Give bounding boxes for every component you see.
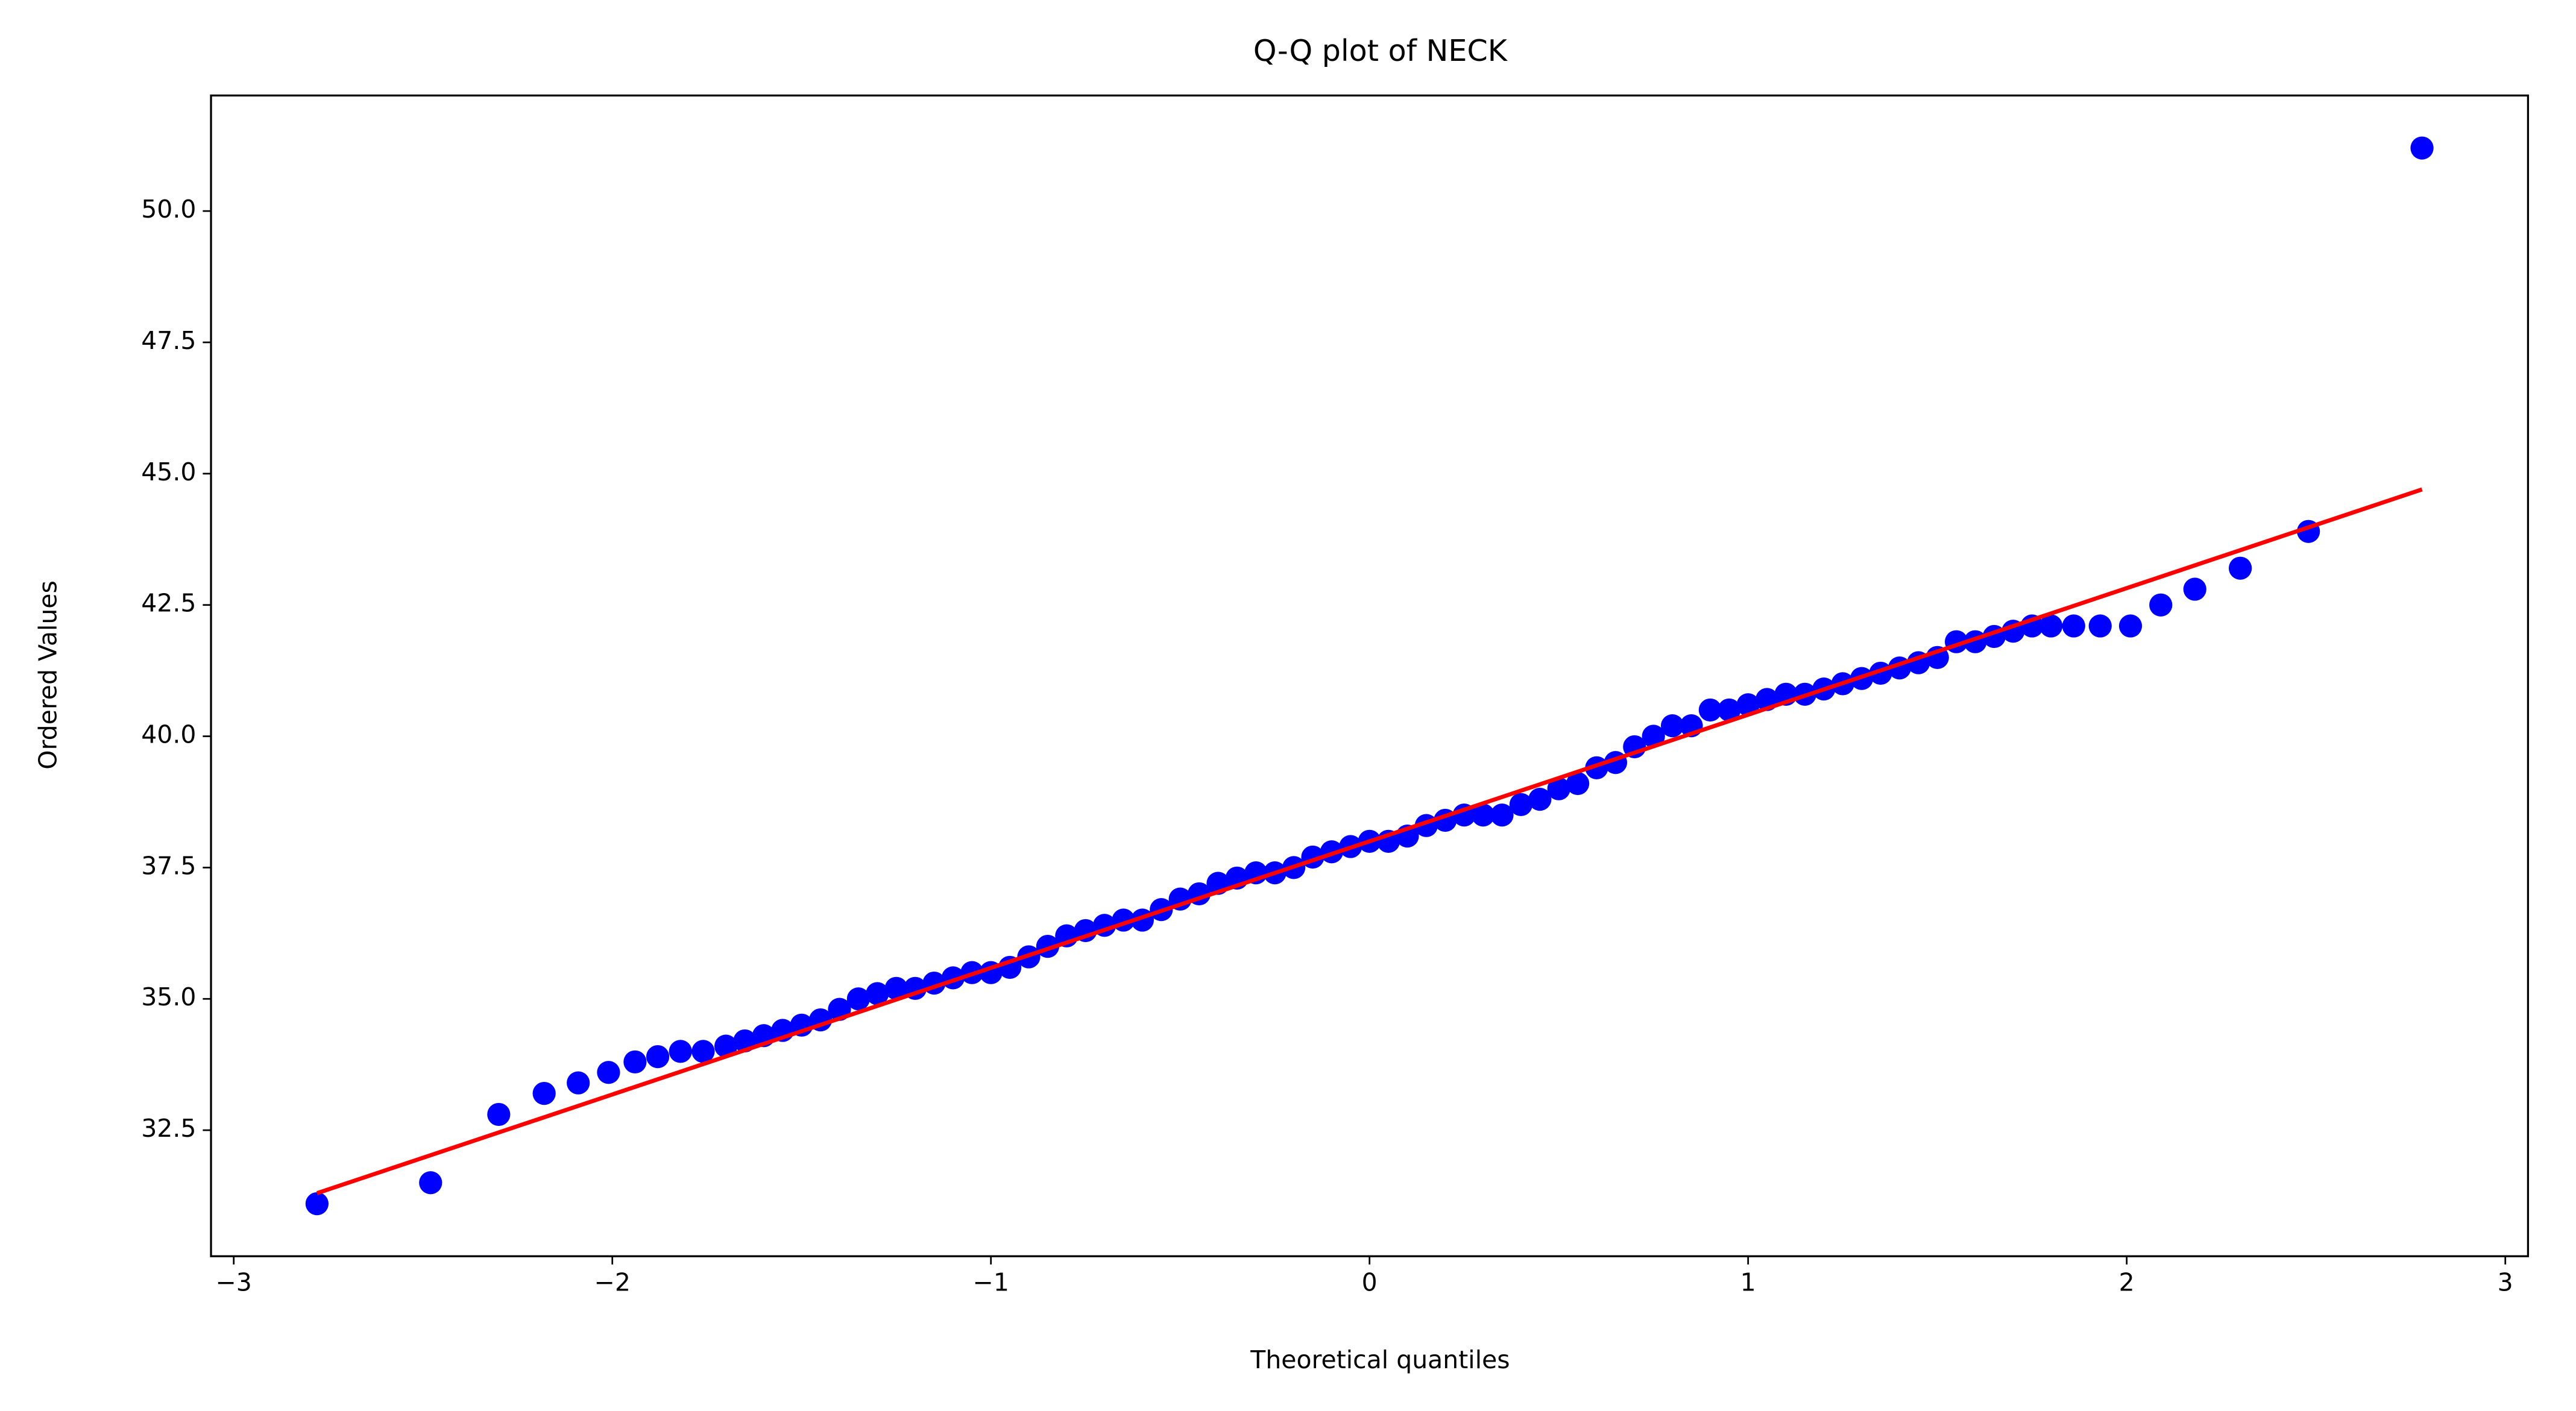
data-point (1566, 771, 1590, 796)
data-point (2088, 614, 2112, 638)
fit-line (316, 487, 2423, 1195)
y-tick-label: 42.5 (141, 589, 196, 618)
data-point (691, 1040, 715, 1063)
data-point (1698, 698, 1722, 722)
x-tick-label: 3 (2498, 1268, 2513, 1297)
x-tick-label: −1 (973, 1268, 1009, 1297)
x-tick-label: −3 (215, 1268, 251, 1297)
data-point (1547, 777, 1570, 800)
data-point (1718, 698, 1741, 722)
data-point (1736, 693, 1760, 717)
y-tick-label: 50.0 (141, 195, 196, 224)
x-tick-label: 2 (2119, 1268, 2135, 1297)
x-axis-label: Theoretical quantiles (1250, 1345, 1510, 1374)
data-point (597, 1061, 620, 1084)
plot-frame (210, 94, 2530, 1257)
data-point (1509, 793, 1533, 816)
data-point (2410, 136, 2434, 160)
y-axis-label: Ordered Values (33, 580, 62, 770)
data-point (2118, 614, 2143, 638)
data-point (1471, 803, 1495, 827)
data-point (2183, 577, 2206, 601)
data-point (1490, 803, 1514, 827)
x-tick-label: 1 (1740, 1268, 1756, 1297)
data-point (1528, 787, 1552, 811)
data-point (623, 1050, 647, 1073)
y-tick-label: 45.0 (141, 457, 196, 486)
x-tick-label: 0 (1362, 1268, 1378, 1297)
data-point (1660, 714, 1684, 738)
data-point (866, 982, 889, 1005)
data-point (2229, 556, 2252, 580)
data-point (2149, 593, 2173, 617)
data-point (714, 1034, 738, 1058)
y-tick-label: 40.0 (141, 720, 196, 749)
data-point (532, 1081, 556, 1105)
data-point (567, 1071, 590, 1095)
y-tick-label: 35.0 (141, 982, 196, 1011)
data-point (884, 976, 908, 1000)
data-point (646, 1045, 670, 1069)
y-tick-label: 32.5 (141, 1114, 196, 1143)
chart-title: Q-Q plot of NECK (1253, 33, 1508, 68)
x-tick-label: −2 (594, 1268, 631, 1297)
data-point (2039, 614, 2063, 638)
data-point (487, 1102, 511, 1127)
data-point (419, 1171, 442, 1195)
data-point (2062, 614, 2085, 638)
y-tick-label: 37.5 (141, 851, 196, 880)
data-point (669, 1040, 692, 1063)
data-point (305, 1192, 329, 1216)
y-tick-label: 47.5 (141, 326, 196, 355)
data-point (1642, 724, 1665, 748)
data-point (846, 987, 871, 1011)
